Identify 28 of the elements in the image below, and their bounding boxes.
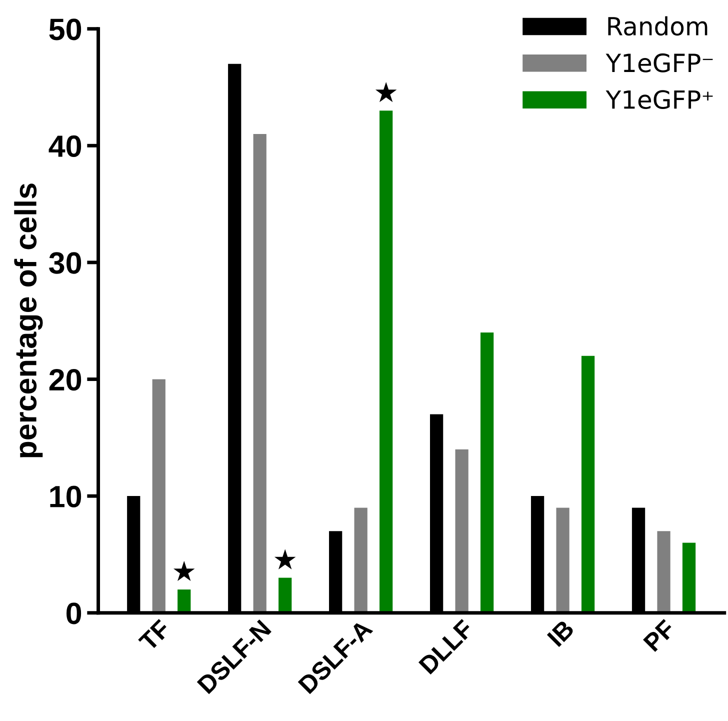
y-tick-label: 0 <box>66 602 82 624</box>
x-tick-label: TF <box>138 619 172 652</box>
y-tick-label: 40 <box>48 135 82 158</box>
legend-label: Random <box>608 16 708 36</box>
y-axis-title: percentage of cells <box>14 184 43 458</box>
bar <box>278 578 292 613</box>
x-tick-label: PF <box>643 619 676 652</box>
bar <box>253 134 266 613</box>
bar <box>178 589 191 613</box>
bar <box>152 379 166 613</box>
bar <box>480 332 494 613</box>
y-tick-label: 30 <box>49 252 82 274</box>
y-tick-label: 10 <box>50 486 82 508</box>
bar <box>556 508 570 613</box>
bar <box>354 508 368 613</box>
data-label: ★ <box>375 82 397 102</box>
bar <box>682 542 696 613</box>
bar <box>455 449 468 613</box>
y-tick-label: 20 <box>49 368 82 391</box>
data-label: ★ <box>274 549 296 570</box>
legend-label: Y1eGFP⁻ <box>606 53 713 72</box>
y-tick-label: 50 <box>49 18 82 40</box>
legend-label: Y1eGFP⁺ <box>606 90 713 110</box>
bar <box>657 531 670 613</box>
bar <box>380 110 393 613</box>
data-label: ★ <box>173 560 195 582</box>
x-tick-label: IB <box>546 619 575 648</box>
bar <box>581 356 595 613</box>
